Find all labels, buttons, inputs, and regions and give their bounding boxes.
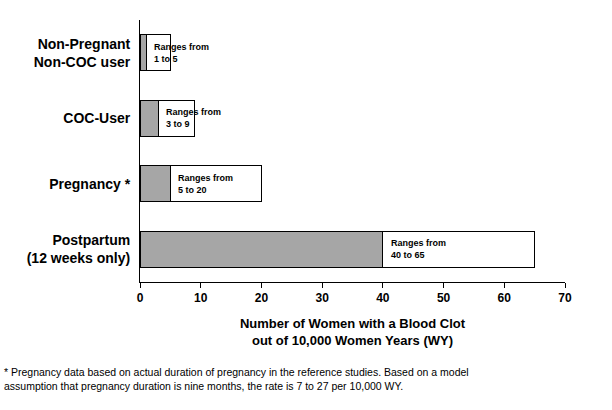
svg-text:20: 20 <box>255 291 269 305</box>
svg-text:40: 40 <box>376 291 390 305</box>
svg-text:70: 70 <box>558 291 572 305</box>
svg-text:Postpartum(12 weeks only): Postpartum(12 weeks only) <box>27 232 131 266</box>
svg-text:10: 10 <box>194 291 208 305</box>
svg-text:Ranges from1 to 5: Ranges from1 to 5 <box>154 42 209 64</box>
svg-text:* Pregnancy data based on actu: * Pregnancy data based on actual duratio… <box>4 366 469 392</box>
svg-text:Pregnancy *: Pregnancy * <box>49 176 130 192</box>
svg-text:Non-PregnantNon-COC user: Non-PregnantNon-COC user <box>34 36 131 70</box>
svg-text:Number of Women with a Blood C: Number of Women with a Blood Clotout of … <box>240 316 466 348</box>
svg-text:60: 60 <box>498 291 512 305</box>
svg-text:Ranges from40 to 65: Ranges from40 to 65 <box>391 238 446 260</box>
svg-text:Ranges from3 to 9: Ranges from3 to 9 <box>166 107 221 129</box>
svg-text:30: 30 <box>315 291 329 305</box>
svg-text:Ranges from5 to 20: Ranges from5 to 20 <box>178 173 233 195</box>
svg-text:0: 0 <box>137 291 144 305</box>
svg-text:50: 50 <box>437 291 451 305</box>
svg-text:COC-User: COC-User <box>63 110 130 126</box>
